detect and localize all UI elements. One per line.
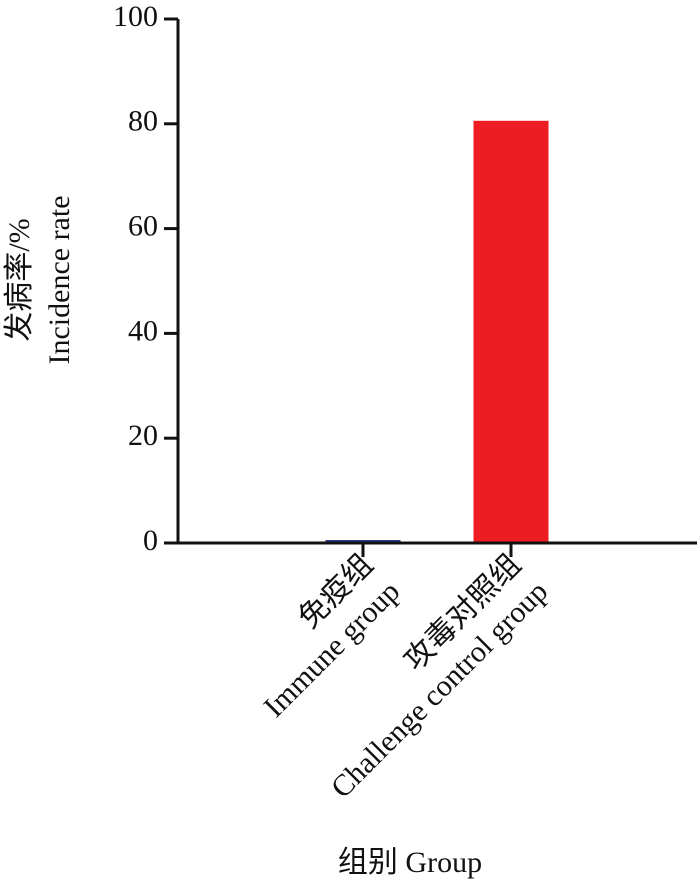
y-tick-label: 20	[128, 419, 158, 452]
y-axis-title-line: 发病率/%	[3, 218, 36, 341]
y-tick-label: 60	[128, 209, 158, 242]
x-axis-title: 组别 Group	[338, 846, 482, 879]
y-axis-title-line: Incidence rate	[43, 195, 76, 364]
y-axis-title: 发病率/% Incidence rate	[3, 195, 76, 364]
y-tick-label: 40	[128, 314, 158, 347]
y-tick-label: 100	[113, 0, 158, 33]
bar	[473, 120, 549, 545]
y-tick-label: 80	[128, 105, 158, 138]
y-tick-label: 0	[143, 524, 158, 557]
